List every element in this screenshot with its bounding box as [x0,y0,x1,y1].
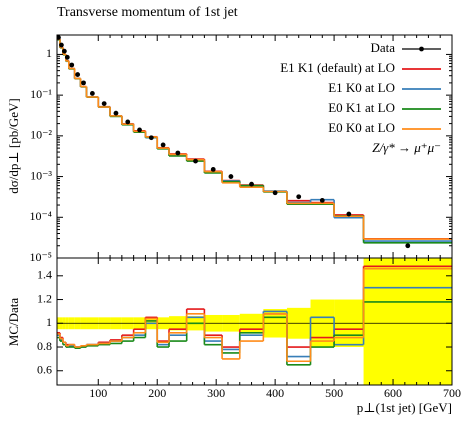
x-tick-label: 100 [89,386,107,400]
legend-label: E0 K0 at LO [328,120,395,135]
x-tick-label: 200 [148,386,166,400]
data-point [405,243,411,249]
data-point [81,80,86,86]
legend-label: E1 K1 (default) at LO [280,60,395,75]
data-point [101,101,107,106]
data-point [148,135,154,141]
ratio-plot-area [57,258,452,385]
x-tick-label: 700 [443,386,461,400]
x-tick-label: 600 [384,386,402,400]
annotation: Z/γ* → μ⁺μ⁻ [372,140,441,155]
data-point [61,48,67,54]
legend-label: E1 K0 at LO [328,80,395,95]
data-point [59,42,64,48]
data-point [89,91,95,96]
data-point [210,167,216,172]
y-tick-label: 1.2 [37,291,52,305]
legend: Data E1 K1 (default) at LO E1 K0 at LO E0 K… [280,40,441,155]
data-point [346,211,352,217]
y-tick-label: 10⁻⁵ [29,250,52,264]
x-tick-label: 400 [266,386,284,400]
legend-label: E0 K1 at LO [328,100,395,115]
y-tick-label: 0.6 [37,363,52,377]
y-tick-label: 1 [46,315,52,329]
x-tick-label: 300 [207,386,225,400]
axes: 10⁻⁵ 10⁻⁴ 10⁻³ 10⁻² 10⁻¹ 1 0.6 0.8 1 1.2 1.4 100 200… [29,35,461,400]
y-tick-label: 10⁻³ [30,168,52,182]
data-point [319,197,325,203]
y-tick-label: 0.8 [37,339,52,353]
data-point [228,174,234,179]
ratio-y-axis-label: MC/Data [6,298,21,347]
data-point [125,119,131,125]
data-point [69,62,75,68]
y-tick-label: 10⁻¹ [30,87,52,101]
x-tick-label: 500 [325,386,343,400]
y-tick-label: 10⁻⁴ [29,209,52,223]
main-plot-area [57,35,452,249]
data-point [175,150,181,156]
data-point [75,72,81,77]
chart-title: Transverse momentum of 1st jet [57,5,238,20]
data-point [193,158,198,164]
x-axis-label: p⊥(1st jet) [GeV] [357,400,452,415]
data-point [64,54,70,60]
legend-swatch [419,46,424,52]
data-point [296,194,302,200]
data-point [272,190,278,196]
y-tick-label: 1 [46,46,52,60]
data-point [249,181,254,187]
ratio-frame [56,257,453,386]
legend-label: Data [370,40,395,55]
data-point [137,127,142,133]
data-point [160,142,166,148]
data-point [113,110,119,116]
y-axis-label: dσ/dp⊥ [pb/GeV] [6,98,21,193]
uncertainty-band [363,258,452,385]
data-point [57,35,61,40]
y-tick-label: 10⁻² [30,128,52,142]
y-tick-label: 1.4 [37,268,52,282]
